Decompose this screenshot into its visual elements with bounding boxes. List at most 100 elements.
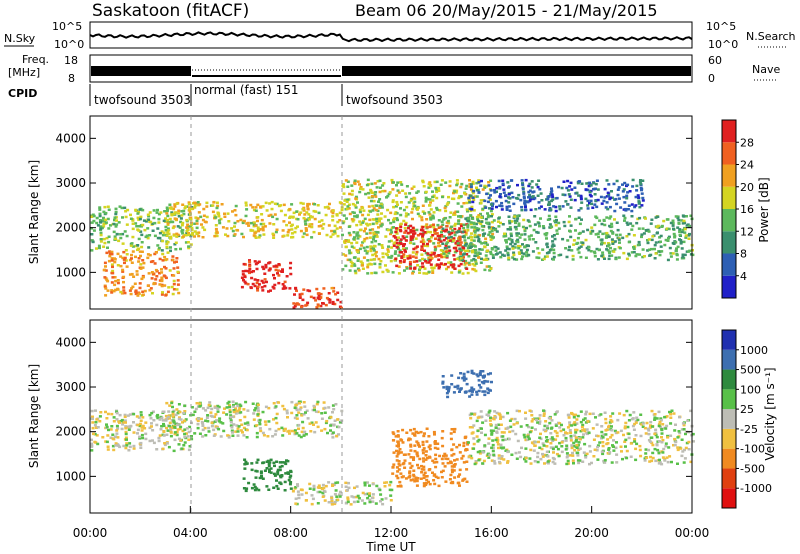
- power-cell: [599, 195, 603, 199]
- power-cell: [263, 284, 267, 288]
- velocity-cell: [216, 407, 220, 410]
- power-cell: [90, 227, 93, 230]
- velocity-cell: [611, 412, 615, 415]
- power-cell: [394, 236, 397, 239]
- power-cell: [468, 196, 472, 199]
- power-cell: [495, 190, 498, 193]
- velocity-cell: [657, 462, 661, 465]
- velocity-cell: [294, 486, 298, 489]
- power-cell: [491, 253, 495, 257]
- power-cell: [484, 254, 488, 257]
- power-cell: [408, 260, 412, 264]
- x-axis-label: Time UT: [365, 540, 416, 554]
- power-cell: [526, 200, 530, 204]
- velocity-cell: [582, 433, 585, 436]
- velocity-cell: [293, 406, 297, 409]
- power-cell: [288, 216, 292, 219]
- velocity-cell: [106, 412, 110, 416]
- velocity-cell: [286, 471, 290, 474]
- power-cell: [375, 220, 379, 223]
- velocity-cell: [165, 401, 169, 405]
- power-cell: [386, 228, 390, 232]
- power-cell: [640, 204, 644, 207]
- velocity-cell: [512, 423, 516, 426]
- power-cell: [449, 235, 453, 239]
- velocity-cell: [518, 409, 521, 413]
- power-cell: [392, 235, 396, 238]
- power-cell: [453, 258, 457, 261]
- velocity-cell: [422, 465, 426, 469]
- power-cell: [435, 232, 439, 235]
- velocity-cell: [105, 425, 109, 429]
- power-cell: [558, 205, 562, 208]
- velocity-cell: [487, 414, 491, 417]
- velocity-cell: [276, 468, 280, 472]
- power-cell: [577, 251, 581, 254]
- velocity-cell: [237, 425, 241, 428]
- velocity-cell: [496, 440, 500, 444]
- power-cell: [134, 244, 138, 248]
- power-cell: [513, 246, 517, 249]
- power-cell: [305, 303, 309, 307]
- power-cell: [538, 188, 542, 191]
- velocity-cell: [408, 471, 412, 474]
- power-cell: [521, 255, 524, 258]
- power-cell: [346, 180, 350, 183]
- velocity-cell: [545, 445, 549, 448]
- x-tick-label: 12:00: [374, 526, 409, 540]
- velocity-cell: [468, 413, 472, 417]
- power-cell: [537, 251, 541, 255]
- power-cell: [168, 203, 172, 206]
- velocity-colorbar-swatch: [722, 369, 736, 390]
- velocity-cell: [420, 468, 424, 471]
- power-cell: [115, 219, 118, 222]
- power-cell: [586, 207, 590, 210]
- power-cell: [221, 226, 225, 229]
- power-cell: [169, 237, 173, 240]
- power-cell: [381, 189, 385, 193]
- power-cell: [137, 257, 141, 260]
- power-cell: [292, 211, 296, 215]
- power-cell: [523, 199, 527, 203]
- velocity-cell: [441, 469, 445, 473]
- power-cell: [104, 221, 108, 224]
- power-cell: [304, 222, 308, 226]
- velocity-cell: [308, 487, 312, 490]
- power-cell: [429, 236, 433, 239]
- power-cell: [435, 206, 439, 210]
- velocity-cell: [565, 432, 569, 435]
- power-cell: [439, 183, 443, 186]
- power-cell: [328, 301, 332, 304]
- power-cell: [437, 267, 441, 270]
- velocity-cell: [515, 457, 519, 460]
- velocity-cell: [492, 453, 496, 457]
- power-cell: [123, 230, 127, 233]
- velocity-cell: [654, 459, 658, 463]
- power-cell: [99, 231, 103, 235]
- power-cell: [672, 242, 676, 245]
- power-cell: [535, 256, 539, 259]
- power-cell: [185, 226, 189, 229]
- velocity-cell: [236, 430, 240, 433]
- power-cell: [410, 187, 414, 190]
- power-cell: [476, 235, 480, 238]
- velocity-cell: [422, 457, 425, 460]
- velocity-cell: [569, 431, 573, 434]
- power-cell: [321, 302, 324, 305]
- velocity-cell: [251, 402, 255, 405]
- velocity-cell: [573, 423, 577, 427]
- velocity-cell: [363, 502, 367, 505]
- power-cell: [163, 265, 166, 269]
- velocity-cell: [289, 481, 293, 484]
- power-cell: [505, 247, 509, 250]
- velocity-cell: [412, 458, 415, 461]
- power-cell: [558, 207, 562, 211]
- velocity-cell: [383, 485, 387, 488]
- velocity-cell: [363, 484, 367, 487]
- velocity-cell: [177, 443, 181, 446]
- power-cell: [190, 228, 194, 231]
- power-cell: [574, 229, 577, 232]
- power-cell: [164, 217, 167, 220]
- velocity-cell: [581, 429, 585, 432]
- power-cell: [577, 246, 581, 250]
